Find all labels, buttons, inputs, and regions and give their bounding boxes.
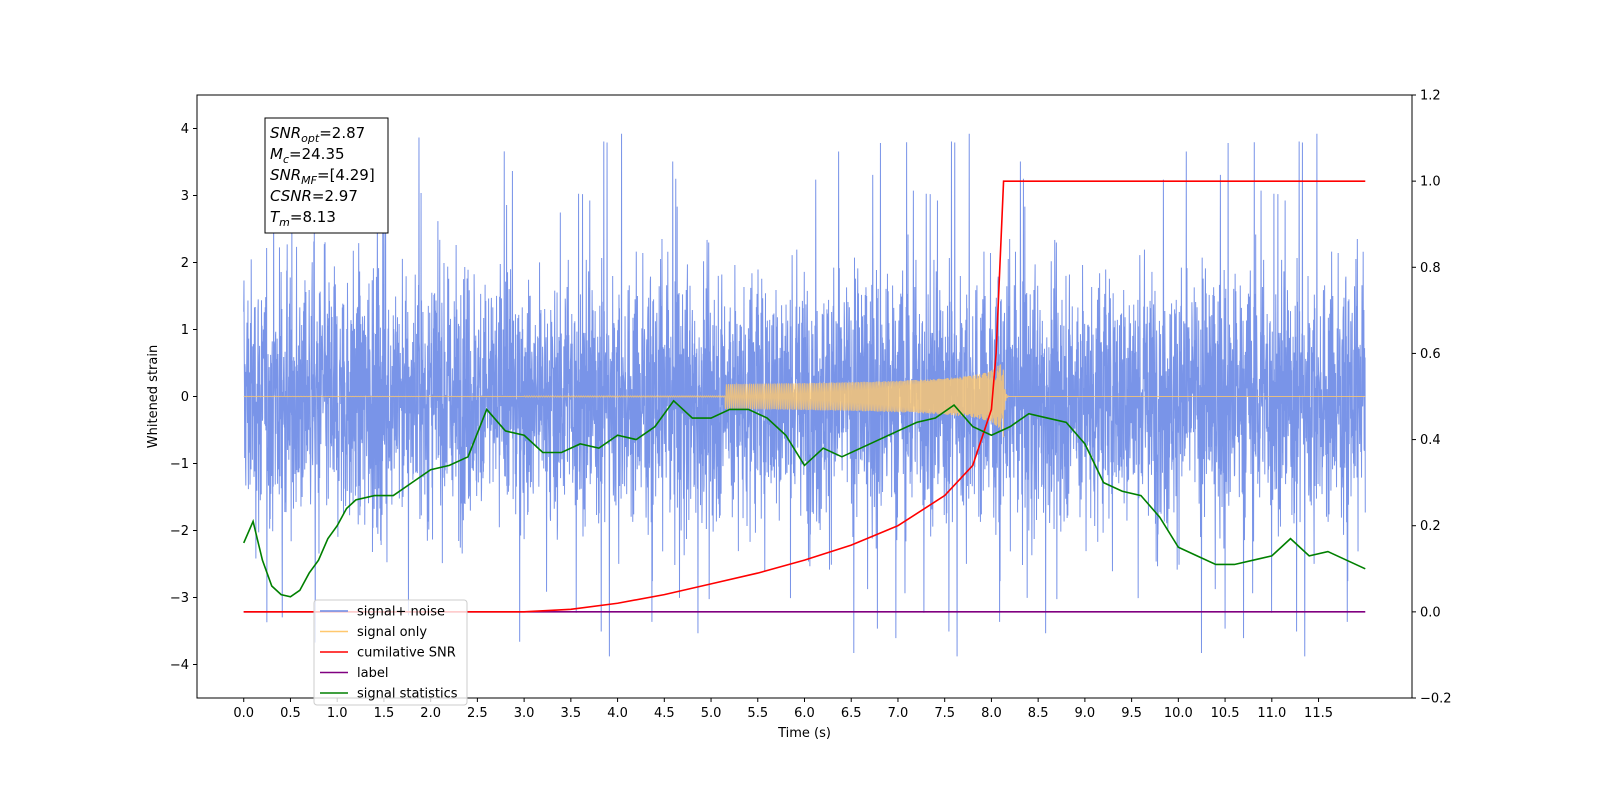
series-signal-statistics: [242, 399, 1366, 598]
x-tick-label: 6.5: [841, 706, 862, 721]
y-tick-label: 2: [181, 256, 189, 271]
x-tick-label: 3.5: [561, 706, 582, 721]
x-tick-label: 9.0: [1075, 706, 1096, 721]
annotation-line: Tm=8.13: [270, 208, 336, 229]
y2-tick-label: 0.8: [1420, 261, 1441, 276]
y-tick-label: −2: [170, 524, 189, 539]
signal-only-line: [243, 364, 1366, 438]
annotation-box: SNRopt=2.87Mc=24.35SNRMF=[4.29]CSNR=2.97…: [264, 117, 389, 234]
x-tick-label: 8.5: [1028, 706, 1049, 721]
x-tick-label: 11.0: [1257, 706, 1286, 721]
y-tick-label: 0: [181, 390, 189, 405]
annotation-line: CSNR=2.97: [270, 187, 358, 205]
x-tick-label: 0.5: [280, 706, 301, 721]
y-tick-label: −3: [170, 591, 189, 606]
x-tick-label: 5.5: [747, 706, 768, 721]
legend-entry: cumilative SNR: [357, 646, 456, 661]
x-tick-label: 2.5: [467, 706, 488, 721]
x-tick-label: 4.5: [654, 706, 675, 721]
legend-entry: label: [357, 666, 388, 681]
x-axis-ticks: 0.0 0.5 1.0 1.5 2.0 2.5 3.0 3.5 4.0 4.5 5.0 5.5 6.0 6…: [233, 698, 1333, 721]
y2-tick-label: 0.4: [1420, 433, 1441, 448]
x-tick-label: 11.5: [1304, 706, 1333, 721]
series-signal-noise: [243, 133, 1366, 657]
x-tick-label: 8.0: [981, 706, 1002, 721]
legend-entry: signal statistics: [357, 687, 458, 702]
y-axis-ticks: 4 3 2 1 0 −1 −2 −3 −4: [170, 122, 197, 673]
x-tick-label: 10.0: [1164, 706, 1193, 721]
cumulative-snr-line: [243, 180, 1366, 613]
y-tick-label: 1: [181, 323, 189, 338]
y-tick-label: 4: [181, 122, 189, 137]
legend-frame: [313, 599, 468, 706]
x-tick-label: 1.0: [327, 706, 348, 721]
y2-tick-label: 1.2: [1420, 89, 1441, 104]
x-tick-label: 5.0: [701, 706, 722, 721]
x-tick-label: 4.0: [607, 706, 628, 721]
y2-tick-label: 0.2: [1420, 519, 1441, 534]
x-tick-label: 2.0: [420, 706, 441, 721]
annotation-line: SNRMF=[4.29]: [270, 166, 375, 187]
x-tick-label: 0.0: [233, 706, 254, 721]
x-tick-label: 9.5: [1121, 706, 1142, 721]
x-tick-label: 10.5: [1211, 706, 1240, 721]
signal-noise-line: [243, 133, 1366, 657]
y2-tick-label: 0.6: [1420, 347, 1441, 362]
y2-tick-label: 0.0: [1420, 605, 1441, 620]
x-tick-label: 3.0: [514, 706, 535, 721]
x-tick-label: 7.0: [888, 706, 909, 721]
x-tick-label: 6.0: [794, 706, 815, 721]
legend-entry: signal+ noise: [357, 605, 445, 620]
annotation-line: SNRopt=2.87: [270, 124, 365, 145]
y2-axis-ticks: 1.2 1.0 0.8 0.6 0.4 0.2 0.0 −0.2: [1412, 89, 1452, 707]
y-tick-label: 3: [181, 189, 189, 204]
y-tick-label: −1: [170, 457, 189, 472]
y-tick-label: −4: [170, 658, 189, 673]
annotation-frame: [264, 117, 389, 234]
x-tick-label: 7.5: [934, 706, 955, 721]
y2-tick-label: −0.2: [1420, 692, 1452, 707]
legend-entry: signal only: [357, 625, 427, 640]
legend: signal+ noise signal only cumilative SNR la…: [313, 599, 468, 706]
x-tick-label: 1.5: [374, 706, 395, 721]
x-axis-label: Time (s): [777, 726, 831, 741]
series-signal-only: [243, 364, 1366, 438]
annotation-line: Mc=24.35: [270, 145, 345, 166]
series-cumulative-snr: [243, 180, 1366, 613]
y2-tick-label: 1.0: [1420, 175, 1441, 190]
signal-statistics-line: [242, 399, 1366, 598]
y-axis-label: Whitened strain: [146, 345, 161, 448]
